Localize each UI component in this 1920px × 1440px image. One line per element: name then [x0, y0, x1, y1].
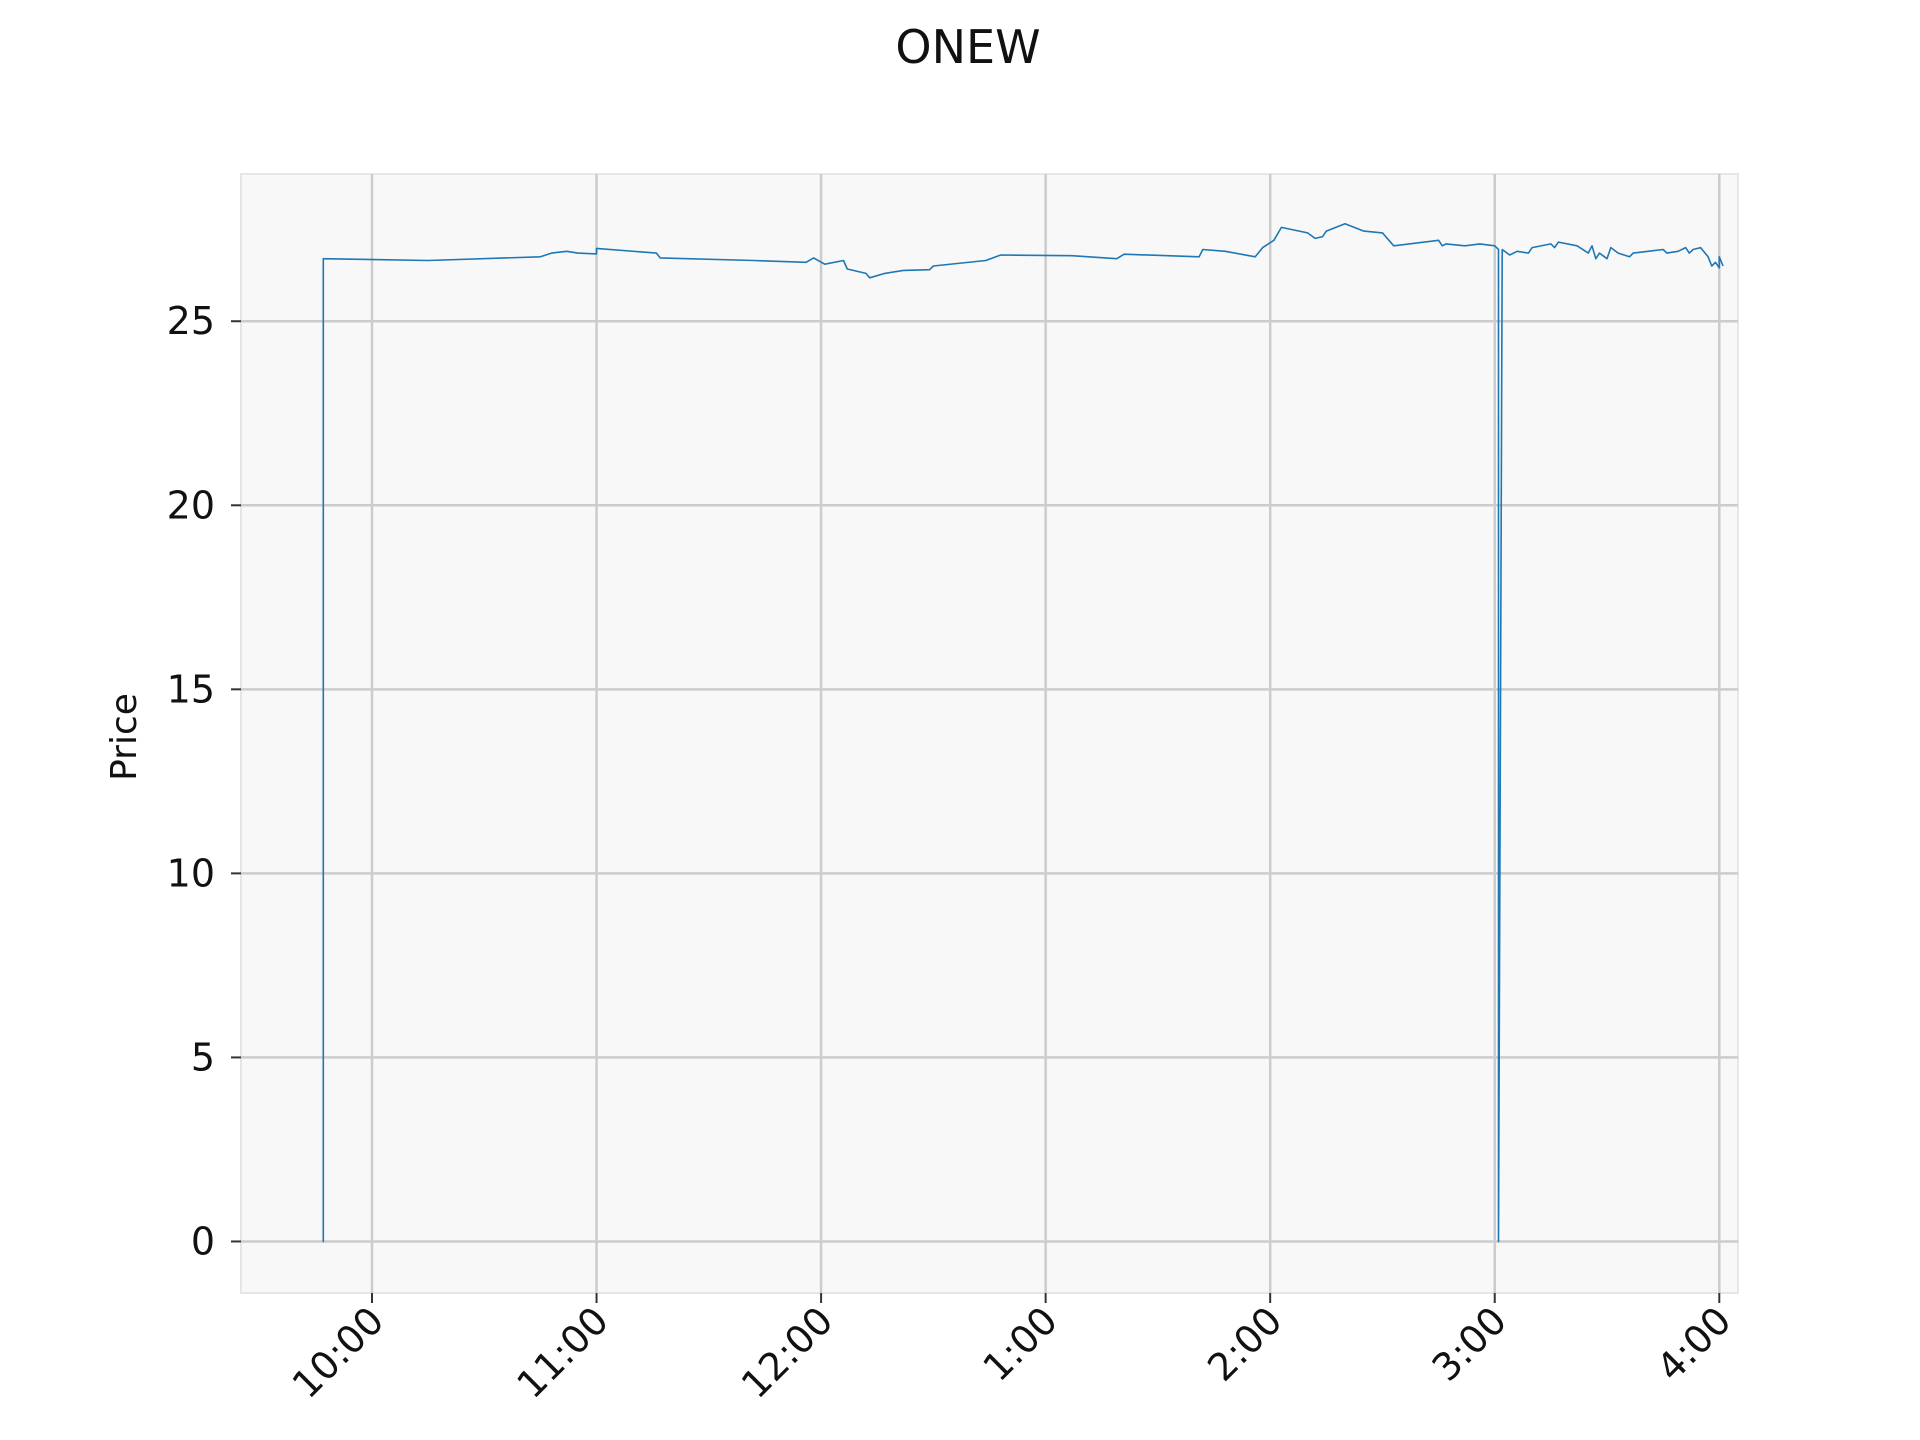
gridlines	[241, 174, 1738, 1293]
y-axis-tick-labels: 0 5 10 15 20 25	[167, 299, 215, 1263]
y-axis-label: Price	[104, 693, 145, 781]
y-tick-label: 25	[167, 299, 215, 343]
plot-area	[240, 173, 1739, 1294]
x-tick-label: 1:00	[975, 1298, 1066, 1389]
y-tick-label: 5	[191, 1035, 215, 1079]
x-tick-label: 4:00	[1648, 1298, 1739, 1389]
chart-title: ONEW	[895, 20, 1040, 74]
y-tick-label: 0	[191, 1219, 215, 1263]
y-tick-label: 15	[167, 667, 215, 711]
price-series-line	[322, 222, 1724, 1243]
axis-ticks	[231, 320, 1721, 1303]
y-tick-label: 10	[167, 851, 215, 895]
x-tick-label: 11:00	[508, 1298, 617, 1407]
y-tick-label: 20	[167, 483, 215, 527]
x-tick-label: 2:00	[1199, 1298, 1290, 1389]
x-tick-label: 10:00	[284, 1298, 393, 1407]
x-tick-label: 3:00	[1424, 1298, 1515, 1389]
x-tick-label: 12:00	[733, 1298, 842, 1407]
x-axis-tick-labels: 10:00 11:00 12:00 1:00 2:00 3:00 4:00	[284, 1298, 1740, 1407]
